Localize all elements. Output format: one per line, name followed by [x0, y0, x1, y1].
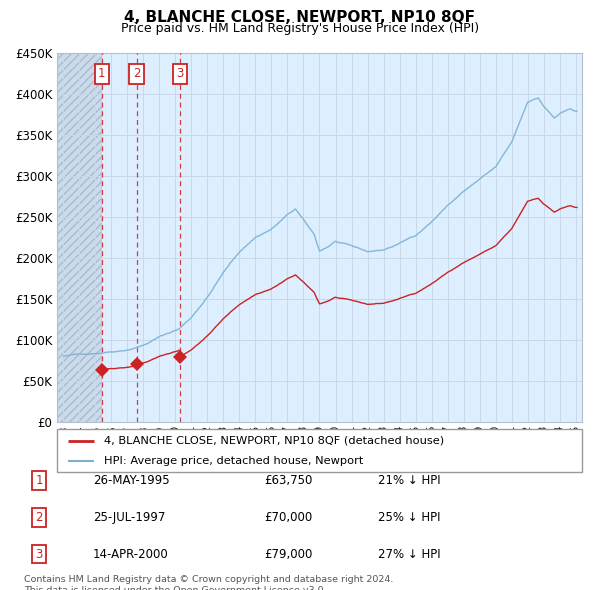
- Text: HPI: Average price, detached house, Newport: HPI: Average price, detached house, Newp…: [104, 456, 364, 466]
- Text: 3: 3: [176, 67, 184, 80]
- Text: £79,000: £79,000: [264, 548, 313, 560]
- Text: 27% ↓ HPI: 27% ↓ HPI: [378, 548, 440, 560]
- Text: Price paid vs. HM Land Registry's House Price Index (HPI): Price paid vs. HM Land Registry's House …: [121, 22, 479, 35]
- Text: £63,750: £63,750: [264, 474, 313, 487]
- Text: 14-APR-2000: 14-APR-2000: [93, 548, 169, 560]
- Text: 1: 1: [35, 474, 43, 487]
- Text: 3: 3: [35, 548, 43, 560]
- Text: £70,000: £70,000: [264, 511, 312, 524]
- Text: Contains HM Land Registry data © Crown copyright and database right 2024.
This d: Contains HM Land Registry data © Crown c…: [24, 575, 394, 590]
- Text: 21% ↓ HPI: 21% ↓ HPI: [378, 474, 440, 487]
- Bar: [57, 53, 101, 422]
- Text: 4, BLANCHE CLOSE, NEWPORT, NP10 8QF (detached house): 4, BLANCHE CLOSE, NEWPORT, NP10 8QF (det…: [104, 436, 445, 446]
- Text: 4, BLANCHE CLOSE, NEWPORT, NP10 8QF: 4, BLANCHE CLOSE, NEWPORT, NP10 8QF: [125, 10, 476, 25]
- Text: 25-JUL-1997: 25-JUL-1997: [93, 511, 166, 524]
- Text: 25% ↓ HPI: 25% ↓ HPI: [378, 511, 440, 524]
- Text: 1: 1: [98, 67, 106, 80]
- Text: 26-MAY-1995: 26-MAY-1995: [93, 474, 170, 487]
- Text: 2: 2: [35, 511, 43, 524]
- Bar: [57, 53, 101, 422]
- Text: 2: 2: [133, 67, 140, 80]
